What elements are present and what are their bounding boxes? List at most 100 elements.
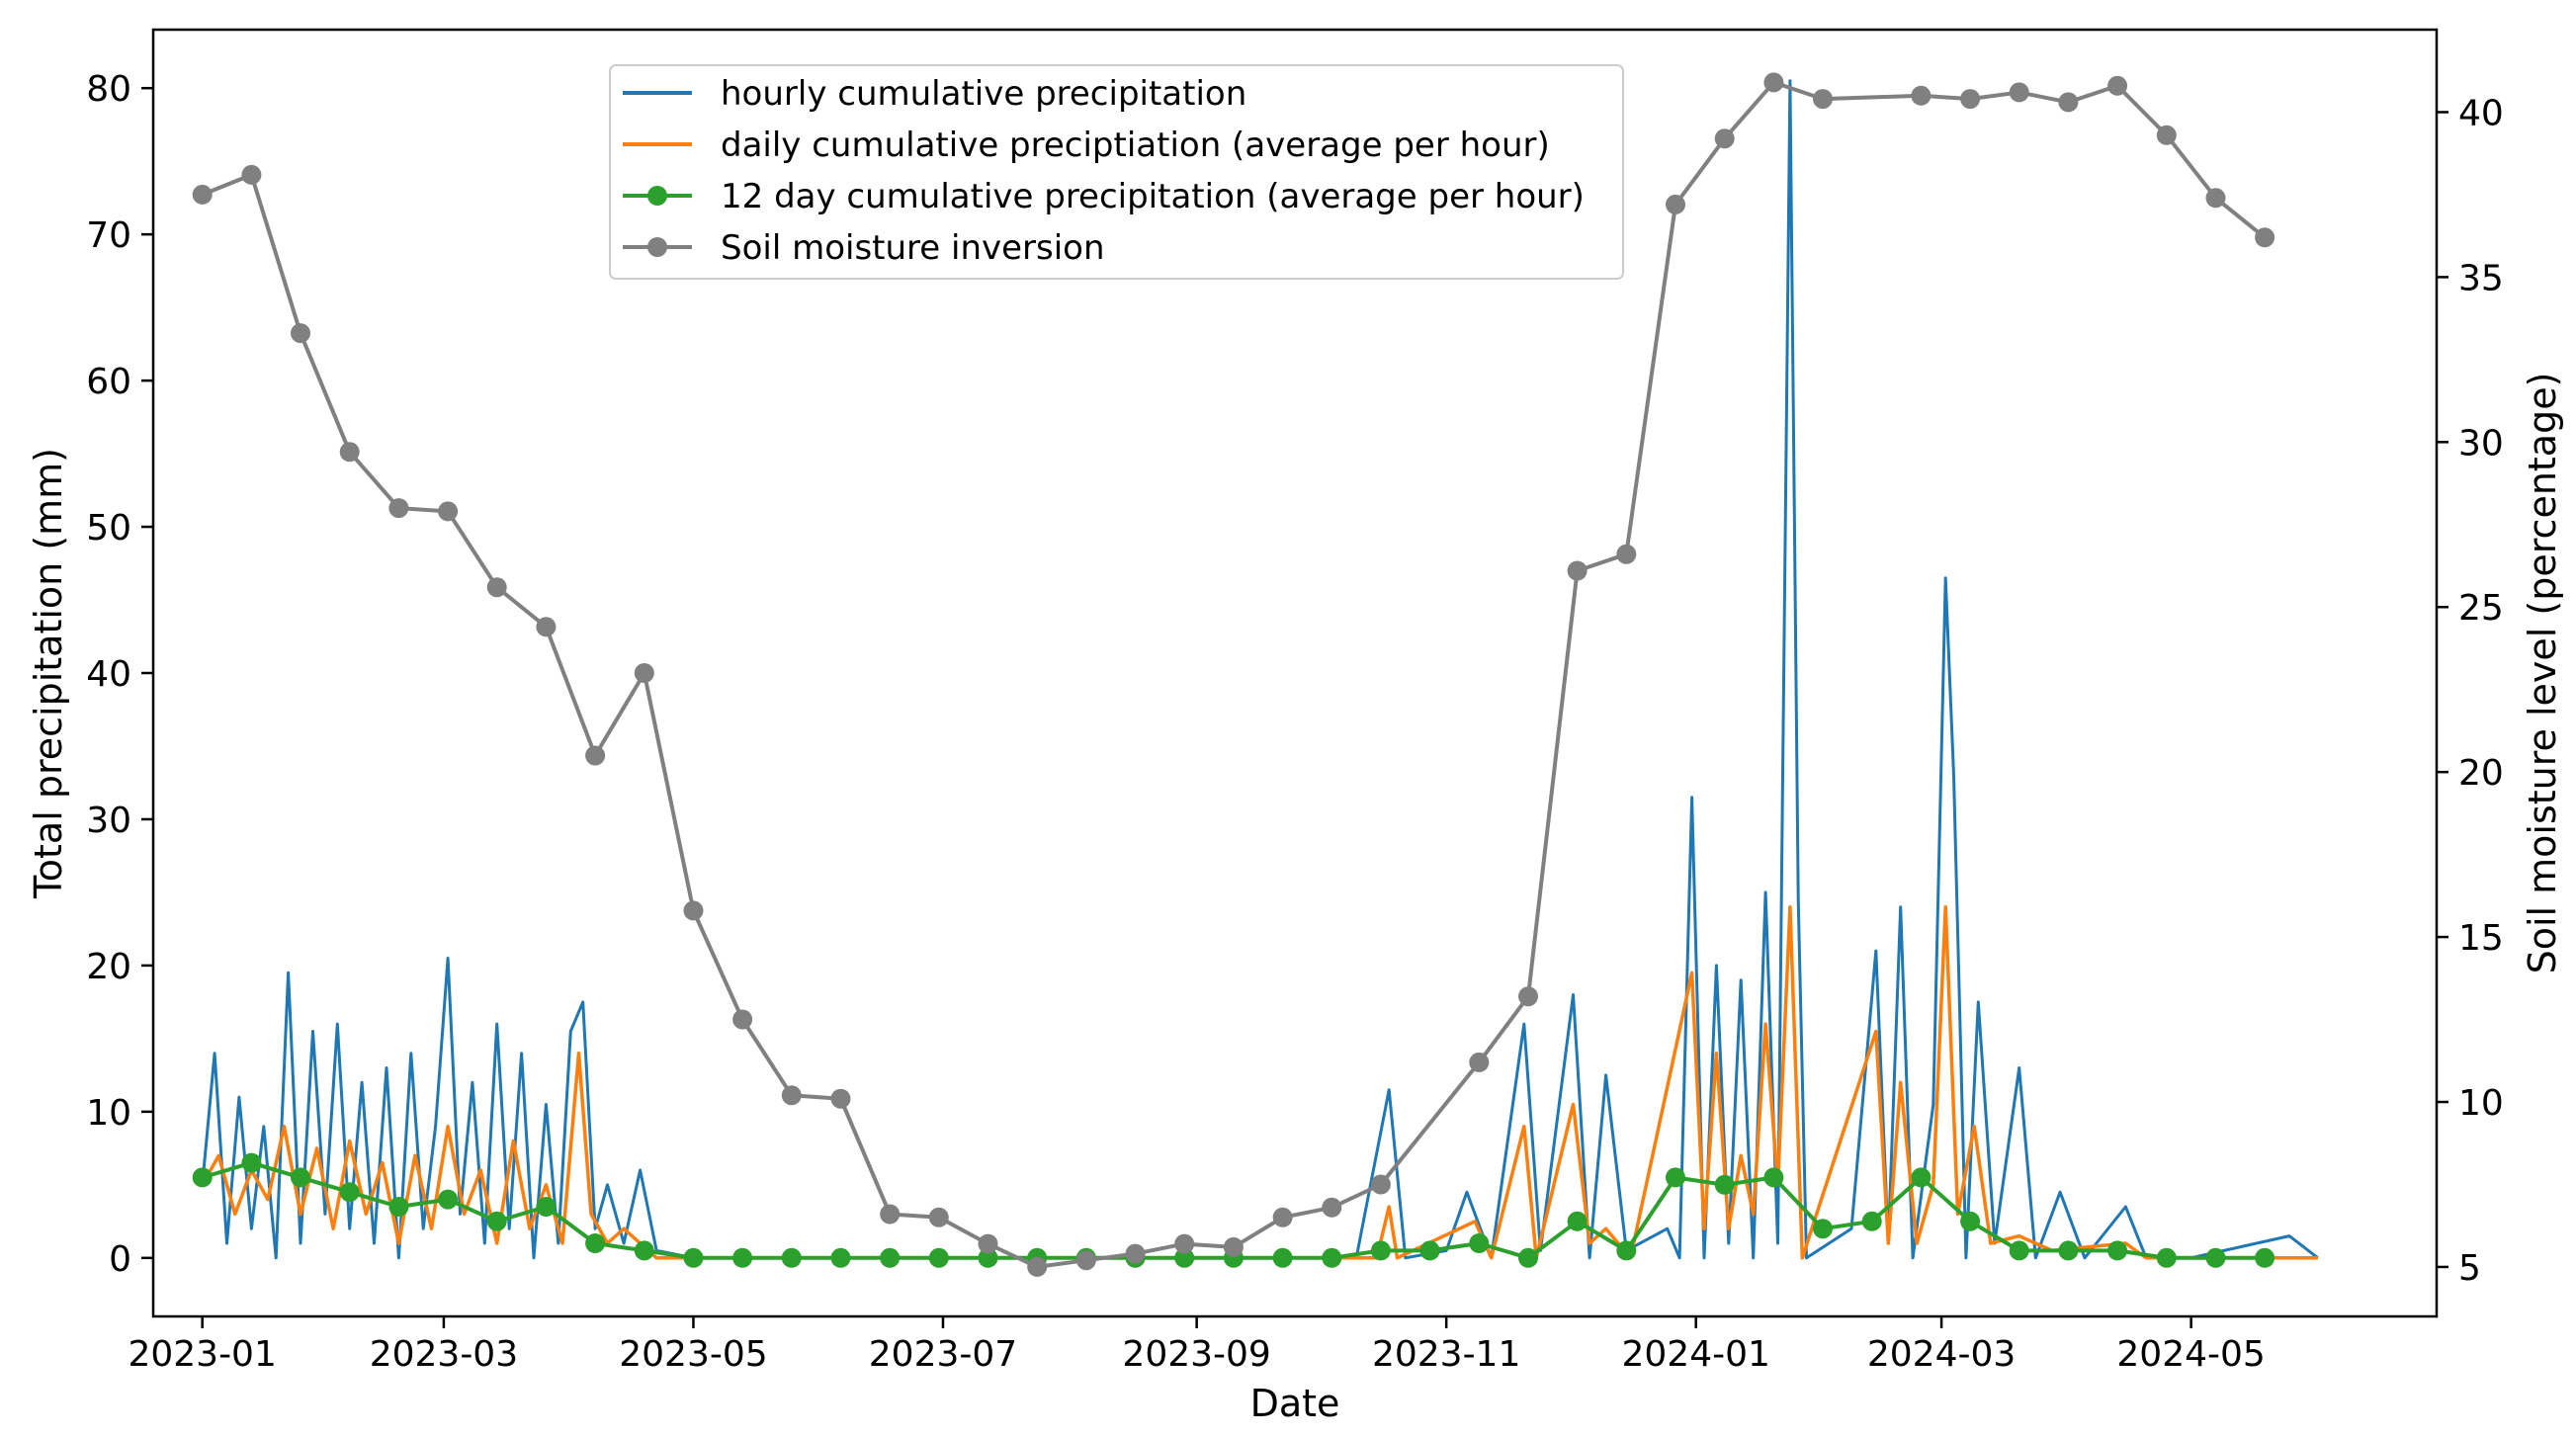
data-point-soil-moisture bbox=[536, 617, 557, 637]
data-point-twelve-day-precip bbox=[1322, 1247, 1342, 1268]
legend-entry-hourly: hourly cumulative precipitation bbox=[623, 74, 1246, 114]
y-left-tick-label: 60 bbox=[86, 362, 131, 402]
x-axis-title: Date bbox=[1250, 1382, 1340, 1425]
data-point-twelve-day-precip bbox=[978, 1247, 998, 1268]
data-point-soil-moisture bbox=[585, 745, 606, 766]
y-left-tick-label: 10 bbox=[86, 1093, 131, 1134]
data-point-soil-moisture bbox=[1469, 1052, 1490, 1072]
data-point-soil-moisture bbox=[732, 1009, 753, 1030]
data-point-soil-moisture bbox=[1370, 1174, 1391, 1195]
data-point-soil-moisture bbox=[634, 663, 654, 683]
data-point-twelve-day-precip bbox=[241, 1152, 262, 1173]
x-tick-label: 2024-03 bbox=[1867, 1334, 2016, 1375]
data-point-twelve-day-precip bbox=[1419, 1240, 1440, 1261]
legend-label-soil: Soil moisture inversion bbox=[721, 228, 1105, 268]
y-axis-right-title: Soil moisture level (percentage) bbox=[2521, 373, 2564, 974]
data-point-soil-moisture bbox=[1666, 194, 1685, 214]
data-point-twelve-day-precip bbox=[438, 1189, 459, 1210]
data-point-soil-moisture bbox=[781, 1085, 802, 1106]
legend-label-hourly: hourly cumulative precipitation bbox=[721, 74, 1246, 114]
data-point-soil-moisture bbox=[928, 1207, 949, 1227]
data-point-twelve-day-precip bbox=[2156, 1247, 2177, 1268]
data-point-twelve-day-precip bbox=[1272, 1247, 1293, 1268]
x-tick-label: 2024-05 bbox=[2116, 1334, 2265, 1375]
x-tick-label: 2023-07 bbox=[869, 1334, 1017, 1375]
data-point-soil-moisture bbox=[1223, 1236, 1244, 1257]
data-point-soil-moisture bbox=[1567, 560, 1588, 581]
legend-marker-soil bbox=[647, 237, 667, 257]
data-point-twelve-day-precip bbox=[1714, 1174, 1735, 1195]
data-point-twelve-day-precip bbox=[1370, 1240, 1391, 1261]
y-left-tick-label: 0 bbox=[109, 1239, 131, 1280]
data-point-soil-moisture bbox=[1714, 128, 1735, 149]
y-right-tick-label: 35 bbox=[2458, 258, 2504, 298]
data-point-soil-moisture bbox=[830, 1088, 851, 1109]
data-point-twelve-day-precip bbox=[1813, 1219, 1833, 1239]
data-point-soil-moisture bbox=[2009, 82, 2029, 103]
data-point-soil-moisture bbox=[388, 498, 409, 519]
data-point-twelve-day-precip bbox=[781, 1247, 802, 1268]
x-tick-label: 2023-03 bbox=[370, 1334, 518, 1375]
data-point-twelve-day-precip bbox=[388, 1197, 409, 1217]
y-right-tick-label: 30 bbox=[2458, 423, 2504, 464]
data-point-soil-moisture bbox=[1518, 986, 1538, 1007]
y-left-tick-label: 80 bbox=[86, 69, 131, 110]
data-point-twelve-day-precip bbox=[830, 1247, 851, 1268]
data-point-soil-moisture bbox=[1616, 544, 1637, 564]
y-right-tick-label: 40 bbox=[2458, 93, 2504, 133]
data-point-twelve-day-precip bbox=[1666, 1167, 1685, 1188]
y-right-tick-label: 15 bbox=[2458, 918, 2504, 959]
data-point-twelve-day-precip bbox=[1567, 1211, 1588, 1231]
data-point-twelve-day-precip bbox=[2058, 1240, 2079, 1261]
series-line-daily-precip bbox=[201, 904, 2318, 1260]
data-point-soil-moisture bbox=[1813, 89, 1833, 110]
data-point-soil-moisture bbox=[1911, 85, 1932, 106]
legend-label-daily: daily cumulative preciptiation (average … bbox=[721, 126, 1550, 165]
data-point-soil-moisture bbox=[1075, 1250, 1096, 1271]
y-right-tick-label: 10 bbox=[2458, 1083, 2504, 1124]
legend-entry-12day: 12 day cumulative precipitation (average… bbox=[623, 177, 1585, 216]
data-point-soil-moisture bbox=[2156, 125, 2177, 145]
data-point-soil-moisture bbox=[241, 164, 262, 185]
data-point-soil-moisture bbox=[2205, 188, 2226, 209]
y-axis-left-title: Total precipitation (mm) bbox=[27, 448, 70, 899]
legend-label-12day: 12 day cumulative precipitation (average… bbox=[721, 177, 1585, 216]
x-tick-label: 2023-11 bbox=[1372, 1334, 1520, 1375]
data-point-soil-moisture bbox=[438, 501, 459, 522]
data-point-twelve-day-precip bbox=[486, 1211, 507, 1231]
data-point-twelve-day-precip bbox=[291, 1167, 310, 1188]
y-right-tick-label: 25 bbox=[2458, 588, 2504, 629]
legend-box bbox=[609, 64, 1624, 280]
y-axis-right: 5 10 15 20 25 30 35 40 bbox=[2437, 93, 2504, 1289]
data-point-twelve-day-precip bbox=[1960, 1211, 1981, 1231]
x-axis: 2023-01 2023-03 2023-05 2023-07 2023-09 2023-… bbox=[128, 1316, 2266, 1375]
data-point-soil-moisture bbox=[339, 442, 360, 463]
data-point-twelve-day-precip bbox=[928, 1247, 949, 1268]
data-point-twelve-day-precip bbox=[1518, 1247, 1538, 1268]
data-point-twelve-day-precip bbox=[536, 1197, 557, 1217]
y-right-tick-label: 20 bbox=[2458, 753, 2504, 794]
legend-entry-daily: daily cumulative preciptiation (average … bbox=[623, 126, 1550, 165]
y-left-tick-label: 50 bbox=[86, 508, 131, 549]
data-point-twelve-day-precip bbox=[2009, 1240, 2029, 1261]
data-point-soil-moisture bbox=[1174, 1233, 1195, 1254]
data-point-twelve-day-precip bbox=[683, 1247, 704, 1268]
data-point-twelve-day-precip bbox=[2107, 1240, 2128, 1261]
data-point-twelve-day-precip bbox=[1763, 1167, 1784, 1188]
series-layer bbox=[192, 72, 2319, 1277]
legend: hourly cumulative precipitation daily cu… bbox=[609, 64, 1624, 280]
data-point-soil-moisture bbox=[1125, 1243, 1146, 1264]
data-point-soil-moisture bbox=[1322, 1197, 1342, 1218]
data-point-soil-moisture bbox=[192, 184, 213, 205]
y-right-tick-label: 5 bbox=[2458, 1248, 2481, 1289]
data-point-twelve-day-precip bbox=[192, 1167, 213, 1188]
data-point-twelve-day-precip bbox=[1469, 1233, 1490, 1253]
y-axis-left: 0 10 20 30 40 50 60 70 80 bbox=[86, 69, 153, 1280]
data-point-soil-moisture bbox=[291, 323, 310, 344]
data-point-twelve-day-precip bbox=[880, 1247, 901, 1268]
data-point-soil-moisture bbox=[880, 1204, 901, 1225]
y-left-tick-label: 20 bbox=[86, 947, 131, 987]
data-point-soil-moisture bbox=[2255, 227, 2275, 248]
legend-marker-12day bbox=[647, 186, 667, 206]
x-tick-label: 2023-01 bbox=[128, 1334, 276, 1375]
